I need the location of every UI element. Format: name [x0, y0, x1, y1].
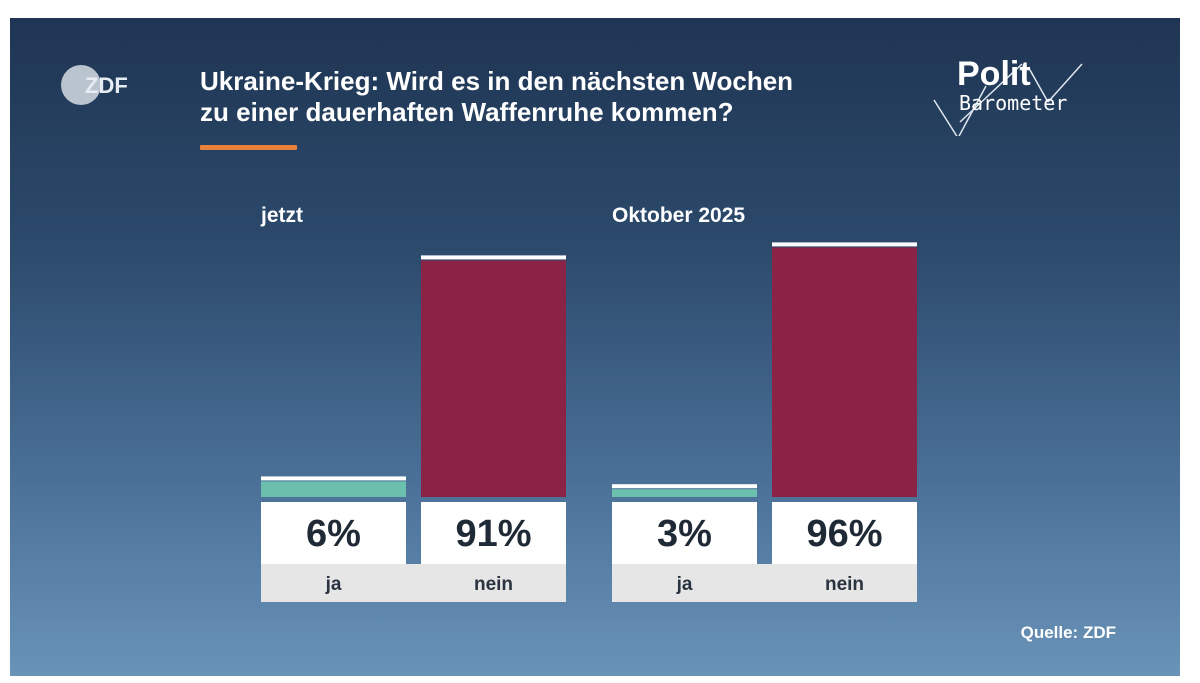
politbarometer-logo: Polit Barometer — [930, 56, 1090, 136]
value-box-nein-oktober-2025 — [772, 502, 917, 564]
zdf-logo: ZDF — [61, 65, 128, 105]
value-box-ja-jetzt — [261, 502, 406, 564]
chart-title: Ukraine-Krieg: Wird es in den nächsten W… — [200, 66, 793, 128]
bar-cap-nein-oktober-2025 — [772, 242, 917, 247]
politbarometer-check-icon — [933, 63, 1083, 136]
bar-chart: 6% ja 91% nein 3% ja 96% nein — [261, 242, 917, 602]
value-label-ja-jetzt: 6% — [306, 513, 361, 555]
bar-cap-ja-oktober-2025 — [612, 484, 757, 489]
group-label-oktober-2025: Oktober 2025 — [612, 204, 746, 227]
group-label-jetzt: jetzt — [261, 204, 303, 227]
value-box-ja-oktober-2025 — [612, 502, 757, 564]
value-label-ja-oktober-2025: 3% — [657, 513, 712, 555]
category-label-ja-jetzt: ja — [325, 574, 342, 595]
title-accent-line — [200, 145, 297, 150]
source-label: Quelle: ZDF — [1020, 623, 1116, 642]
category-label-nein-oktober-2025: nein — [825, 574, 864, 595]
bar-nein-jetzt — [421, 260, 566, 497]
category-strip-oktober-2025 — [612, 564, 917, 602]
bar-cap-nein-jetzt — [421, 255, 566, 260]
chart-panel: ZDF Ukraine-Krieg: Wird es in den nächst… — [10, 18, 1180, 676]
bar-ja-oktober-2025 — [612, 489, 757, 497]
politbarometer-logo-barometer: Barometer — [959, 91, 1068, 115]
bar-nein-oktober-2025 — [772, 247, 917, 497]
zdf-logo-text: ZDF — [85, 73, 128, 98]
category-strip-jetzt — [261, 564, 566, 602]
category-label-ja-oktober-2025: ja — [676, 574, 693, 595]
value-label-nein-jetzt: 91% — [455, 513, 531, 555]
bar-ja-jetzt — [261, 481, 406, 497]
chart-title-line-2: zu einer dauerhaften Waffenruhe kommen? — [200, 97, 734, 127]
value-label-nein-oktober-2025: 96% — [806, 513, 882, 555]
category-label-nein-jetzt: nein — [474, 574, 513, 595]
politbarometer-logo-polit: Polit — [957, 55, 1031, 93]
chart-title-line-1: Ukraine-Krieg: Wird es in den nächsten W… — [200, 66, 794, 96]
bar-cap-ja-jetzt — [261, 476, 406, 481]
value-box-nein-jetzt — [421, 502, 566, 564]
